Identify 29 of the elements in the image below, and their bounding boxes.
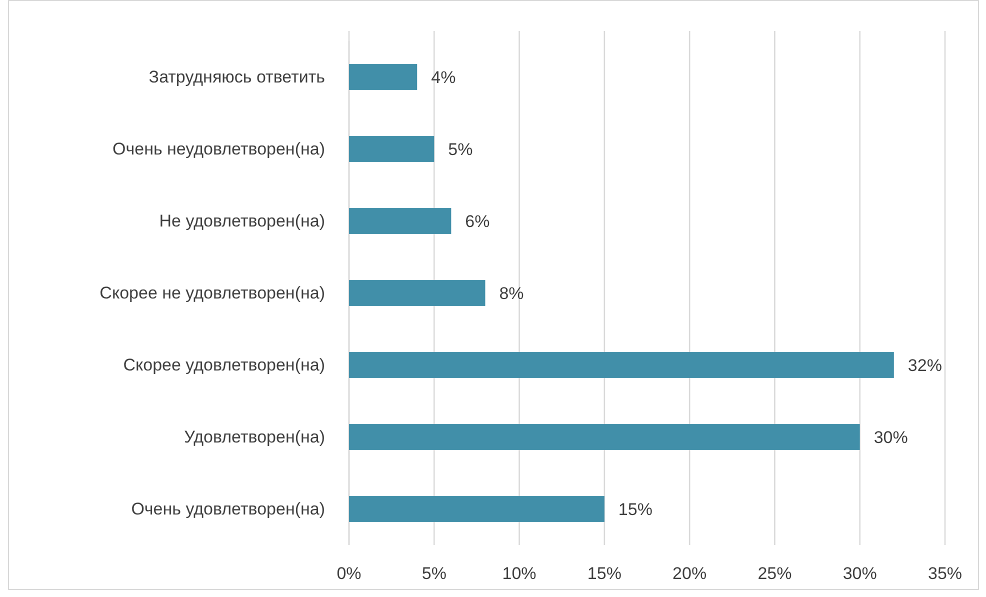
y-tick-label: Очень неудовлетворен(на): [112, 139, 325, 158]
bar: [349, 352, 894, 378]
data-label: 8%: [499, 284, 524, 303]
bar: [349, 208, 452, 234]
y-tick-label: Скорее удовлетворен(на): [123, 355, 325, 374]
y-tick-label: Очень удовлетворен(на): [131, 499, 325, 518]
data-label: 15%: [618, 500, 652, 519]
bar: [349, 280, 486, 306]
bar: [349, 64, 418, 90]
x-tick-label: 0%: [336, 564, 362, 584]
x-tick-label: 10%: [502, 564, 536, 584]
data-label: 30%: [874, 428, 908, 447]
x-tick-label: 5%: [422, 564, 446, 584]
y-tick-label: Не удовлетворен(на): [159, 211, 325, 230]
x-tick-label: 15%: [587, 564, 622, 584]
x-tick-label: 25%: [758, 564, 792, 584]
x-tick-label: 30%: [842, 564, 877, 584]
data-label: 32%: [908, 356, 942, 375]
bar: [349, 496, 604, 522]
data-label: 6%: [465, 212, 490, 231]
x-tick-label: 35%: [928, 564, 962, 584]
data-label: 5%: [448, 140, 473, 159]
data-label: 4%: [431, 68, 456, 87]
y-tick-label: Затрудняюсь ответить: [148, 67, 326, 86]
x-tick-label: 20%: [672, 564, 707, 584]
y-tick-label: Удовлетворен(на): [184, 427, 325, 446]
bar: [349, 136, 434, 162]
y-tick-label: Скорее не удовлетворен(на): [100, 283, 325, 302]
bar: [349, 424, 860, 450]
